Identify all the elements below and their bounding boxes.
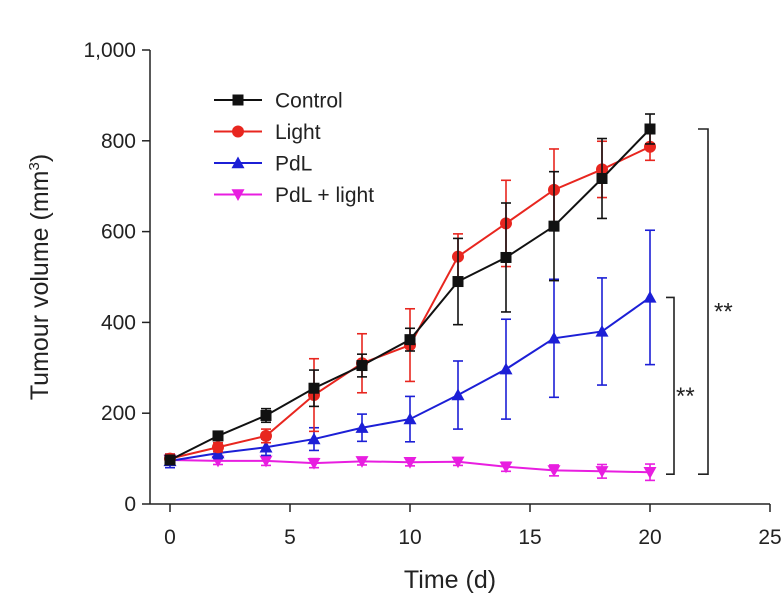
- data-point: [307, 432, 321, 445]
- y-axis-label: Tumour volume (mm3): [26, 154, 54, 400]
- series-control: [164, 113, 656, 466]
- legend: Control Light PdL PdL + light: [214, 90, 374, 207]
- data-point: [451, 456, 465, 469]
- x-tick-label: 20: [638, 526, 661, 549]
- data-point: [259, 440, 273, 453]
- data-point: [500, 251, 512, 263]
- x-tick-label: 0: [164, 526, 176, 549]
- x-tick-label: 25: [758, 526, 781, 549]
- legend-item-pdl: PdL: [214, 153, 312, 176]
- legend-item-light: Light: [214, 121, 321, 144]
- series-pdl-light: [163, 454, 657, 482]
- y-tick-label: 800: [101, 130, 136, 153]
- data-point: [212, 430, 224, 442]
- legend-marker: [231, 189, 245, 201]
- x-tick-label: 10: [398, 526, 421, 549]
- data-point: [451, 388, 465, 401]
- data-point: [403, 412, 417, 425]
- data-point: [355, 421, 369, 433]
- data-point: [595, 324, 609, 337]
- data-point: [212, 441, 224, 454]
- significance-label: **: [676, 383, 695, 410]
- data-point: [596, 172, 608, 184]
- legend-item-pdl-light: PdL + light: [214, 184, 374, 207]
- legend-item-control: Control: [214, 90, 343, 113]
- data-point: [548, 220, 560, 232]
- y-tick-label: 400: [101, 311, 136, 334]
- y-tick-label: 200: [101, 402, 136, 425]
- data-point: [595, 466, 609, 478]
- data-point: [644, 123, 656, 135]
- data-point: [547, 331, 561, 344]
- x-tick-label: 15: [518, 526, 541, 549]
- data-point: [356, 360, 368, 372]
- legend-label: Control: [275, 90, 343, 113]
- y-tick-label: 600: [101, 221, 136, 244]
- legend-label: PdL: [275, 153, 312, 176]
- data-point: [308, 382, 320, 394]
- data-point: [307, 457, 321, 470]
- y-tick-label: 1,000: [83, 39, 136, 62]
- legend-label: PdL + light: [275, 184, 374, 207]
- y-axis-label-superscript: 3: [26, 162, 43, 170]
- significance-bracket: **: [698, 128, 733, 476]
- data-point: [164, 454, 176, 466]
- data-point: [260, 429, 272, 442]
- data-point: [403, 457, 417, 469]
- data-point: [643, 290, 657, 303]
- bracket-line: [698, 128, 709, 476]
- data-point: [260, 409, 272, 421]
- bracket-line: [666, 296, 675, 476]
- x-axis-label: Time (d): [404, 566, 496, 594]
- ticks: 0 200 400 600 800 1,000 0 5 10 15 20 25: [83, 39, 781, 549]
- y-axis-label-close: ): [26, 154, 54, 162]
- data-point: [355, 456, 369, 468]
- data-point: [499, 362, 513, 375]
- significance-label: **: [714, 299, 733, 326]
- data-point: [643, 467, 657, 479]
- data-point: [499, 461, 513, 474]
- significance-brackets: ** **: [666, 128, 733, 476]
- significance-bracket: **: [666, 296, 695, 476]
- axes: [149, 50, 770, 505]
- x-tick-label: 5: [284, 526, 296, 549]
- data-point: [259, 455, 273, 468]
- data-point: [547, 465, 561, 477]
- y-tick-label: 0: [124, 493, 136, 516]
- legend-label: Light: [275, 121, 321, 144]
- legend-marker: [231, 156, 245, 169]
- legend-marker: [232, 94, 244, 106]
- data-point: [404, 334, 416, 346]
- plot-area: [163, 113, 657, 482]
- legend-marker: [232, 125, 244, 138]
- y-axis-label-main: Tumour volume (mm: [26, 171, 54, 401]
- data-point: [452, 276, 464, 288]
